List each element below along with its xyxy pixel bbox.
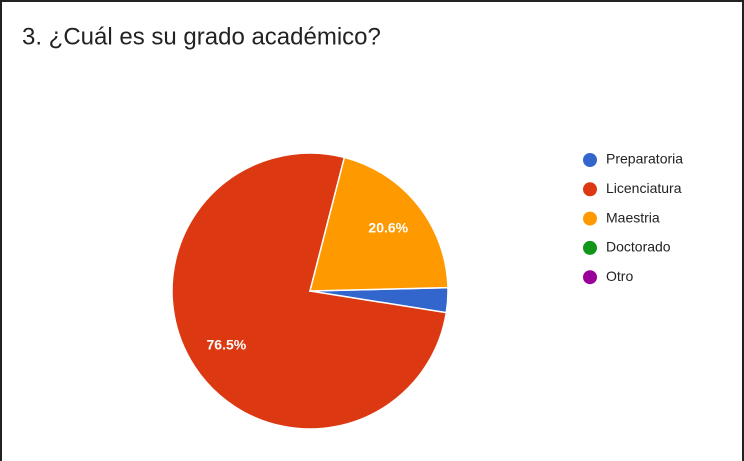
legend-swatch (583, 182, 597, 197)
legend-label: Otro (606, 268, 633, 284)
chart-title: 3. ¿Cuál es su grado académico? (22, 23, 381, 50)
pie-slice (309, 156, 449, 292)
legend-label: Preparatoria (606, 151, 683, 167)
pie-slice (171, 152, 448, 430)
data-label: 20.6% (368, 219, 408, 235)
legend-label: Licenciatura (606, 180, 682, 196)
legend-swatch (583, 153, 597, 167)
legend-swatch (583, 211, 597, 226)
legend-swatch (583, 240, 597, 255)
legend-label: Doctorado (606, 239, 671, 255)
legend-label: Maestria (606, 209, 660, 225)
data-label: 76.5% (207, 337, 247, 353)
legend-swatch (583, 270, 597, 285)
